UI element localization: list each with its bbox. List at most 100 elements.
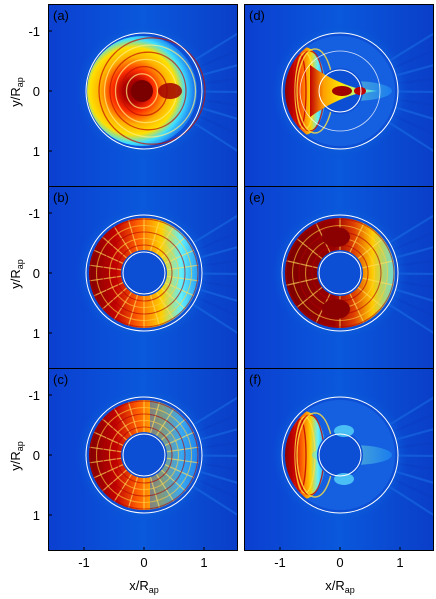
y-tick-label: -1 [28, 206, 40, 221]
annulus-intensity [86, 215, 202, 331]
spike-peak [354, 87, 366, 95]
diffraction-streak [196, 114, 238, 136]
diffraction-streak [199, 288, 238, 303]
panel-d [244, 4, 434, 187]
y-tick-label: 0 [33, 84, 40, 99]
fringe [103, 44, 197, 138]
diffraction-streak [395, 288, 434, 303]
diffraction-streak [395, 470, 434, 485]
outer-ring [281, 214, 399, 332]
diffraction-streak [392, 296, 434, 318]
outer-ring [281, 32, 399, 150]
panel-c [48, 368, 238, 551]
diffraction-streak [388, 214, 434, 244]
y-axis-label: y/Rap [8, 77, 25, 107]
diffraction-streak [388, 396, 434, 426]
panel-label: (d) [249, 8, 265, 23]
fringe [125, 73, 159, 109]
y-tick-label: 1 [33, 326, 40, 341]
diffraction-streak [196, 48, 238, 69]
y-tick-label: -1 [28, 24, 40, 39]
diffraction-streak [196, 478, 238, 500]
outer-ring [281, 396, 399, 514]
diffraction-streak [388, 485, 434, 517]
diffraction-streak [201, 77, 238, 85]
y-axis-label: y/Rap [8, 441, 25, 471]
x-tick-label: 0 [140, 555, 147, 570]
diffraction-streak [201, 454, 238, 458]
diffraction-streak [397, 272, 434, 276]
y-tick-label: 0 [33, 448, 40, 463]
diffraction-streak [201, 272, 238, 276]
panel-a [48, 4, 238, 187]
diffraction-streak [192, 121, 238, 153]
x-axis-label: x/Rap [325, 578, 355, 595]
panel-f [244, 368, 434, 551]
panel-label: (e) [249, 190, 265, 205]
diffraction-streak [388, 32, 434, 62]
x-tick-label: -1 [274, 555, 286, 570]
x-tick-label: 1 [396, 555, 403, 570]
diffraction-streak [201, 98, 238, 107]
mid-ring [299, 50, 381, 132]
diffraction-streak [201, 280, 238, 289]
diffraction-streak [201, 259, 238, 267]
inner-ring [318, 433, 362, 477]
panel-label: (b) [53, 190, 69, 205]
diffraction-streak [201, 90, 238, 94]
y-tick-label: 1 [33, 508, 40, 523]
x-tick-label: 0 [336, 555, 343, 570]
fringe [109, 51, 187, 131]
diffraction-streak [397, 90, 434, 94]
diffraction-streak [392, 48, 434, 69]
diffraction-streak [397, 462, 434, 471]
y-tick-label: 1 [33, 144, 40, 159]
diffraction-streak [395, 245, 434, 259]
diffraction-streak [201, 441, 238, 449]
diffraction-streak [192, 32, 238, 62]
panel-frame [48, 368, 238, 551]
spike-peak [332, 86, 352, 96]
panel-e [244, 186, 434, 369]
diffraction-streak [199, 106, 238, 121]
diffraction-streak [196, 296, 238, 318]
diffraction-streak [201, 462, 238, 471]
hot-blob [322, 299, 350, 319]
y-tick-label: -1 [28, 388, 40, 403]
diffraction-streak [397, 98, 434, 107]
diffraction-streak [196, 412, 238, 433]
x-tick-label: -1 [78, 555, 90, 570]
diffraction-streak [199, 245, 238, 259]
x-tick-label: 1 [200, 555, 207, 570]
panel-label: (a) [53, 8, 69, 23]
side-peak [158, 83, 182, 99]
diffraction-streak [388, 303, 434, 335]
panel-label: (f) [249, 372, 261, 387]
inner-ring [122, 433, 166, 477]
diffraction-streak [392, 230, 434, 251]
central-peak [131, 80, 153, 102]
diffraction-streak [397, 441, 434, 449]
panel-frame [244, 368, 434, 551]
diffraction-streak [397, 280, 434, 289]
x-axis-label: x/Rap [129, 578, 159, 595]
panel-b [48, 186, 238, 369]
diffraction-streak [388, 121, 434, 153]
diffraction-streak [199, 470, 238, 485]
hot-blob [322, 227, 350, 247]
diffraction-streak [192, 303, 238, 335]
diffraction-streak [397, 259, 434, 267]
y-tick-label: 0 [33, 266, 40, 281]
inner-ring [122, 251, 166, 295]
side-lobe [334, 473, 354, 485]
inner-ring [318, 69, 362, 113]
y-axis-label: y/Rap [8, 259, 25, 289]
diffraction-streak [196, 230, 238, 251]
diffraction-streak [392, 478, 434, 500]
diffraction-streak [392, 412, 434, 433]
outer-ring [85, 396, 203, 514]
inner-ring [318, 251, 362, 295]
fringe [98, 37, 206, 145]
diffraction-streak [192, 214, 238, 244]
